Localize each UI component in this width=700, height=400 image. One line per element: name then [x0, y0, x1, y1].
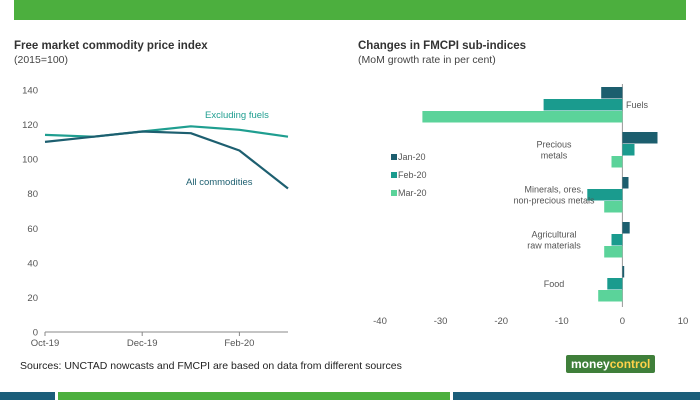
left-y-tick-label: 120: [22, 120, 38, 131]
bar-jan-20-cat-1: [622, 132, 658, 144]
logo-part-control: control: [609, 357, 651, 371]
left-y-tick-label: 0: [33, 328, 38, 339]
source-note: Sources: UNCTAD nowcasts and FMCPI are b…: [20, 360, 402, 372]
bar-mar-20-cat-0: [422, 111, 623, 123]
right-x-tick-label: -40: [373, 316, 387, 327]
right-x-tick-label: -20: [494, 316, 508, 327]
left-x-tick-label: Dec-19: [127, 338, 158, 349]
left-x-tick-label: Oct-19: [31, 338, 60, 349]
left-x-tick-label: Feb-20: [224, 338, 254, 349]
series-label-excluding-fuels: Excluding fuels: [205, 110, 269, 121]
right-x-tick-label: 10: [678, 316, 689, 327]
moneycontrol-logo: moneycontrol: [566, 355, 656, 373]
footer-bar-green: [58, 392, 450, 400]
category-label-line: non-precious metals: [513, 196, 595, 206]
left-y-tick-label: 80: [27, 189, 38, 200]
header-green-bar: [14, 0, 686, 20]
right-chart-title: Changes in FMCPI sub-indices: [358, 40, 527, 52]
category-label-line: Minerals, ores,: [524, 185, 583, 195]
category-label-line: Fuels: [626, 100, 649, 110]
logo-part-money: money: [571, 357, 610, 371]
bar-jan-20-cat-2: [622, 177, 629, 189]
series-label-all-commodities: All commodities: [186, 177, 253, 188]
legend-label-mar-20: Mar-20: [398, 188, 427, 198]
left-y-tick-label: 100: [22, 155, 38, 166]
legend-swatch-jan-20: [391, 154, 397, 160]
right-x-tick-label: -10: [555, 316, 569, 327]
category-label-line: Agricultural: [531, 230, 576, 240]
bar-mar-20-cat-2: [604, 201, 623, 213]
line-series-all-commodities: [44, 130, 289, 190]
bar-mar-20-cat-4: [598, 290, 623, 302]
left-y-tick-label: 60: [27, 224, 38, 235]
category-label-line: Food: [544, 279, 565, 289]
legend-label-feb-20: Feb-20: [398, 170, 427, 180]
left-chart-subtitle: (2015=100): [14, 54, 69, 66]
legend-swatch-feb-20: [391, 172, 397, 178]
bar-jan-20-cat-3: [622, 222, 630, 234]
header-band: [0, 0, 700, 22]
left-y-tick-label: 140: [22, 86, 38, 97]
left-chart-title: Free market commodity price index: [14, 40, 208, 52]
legend-swatch-mar-20: [391, 190, 397, 196]
line-series-excluding-fuels: [44, 125, 289, 138]
bar-jan-20-cat-0: [601, 87, 623, 99]
category-label-line: Precious: [536, 140, 572, 150]
footer-bar-blue-right: [453, 392, 700, 400]
category-label-line: raw materials: [527, 241, 581, 251]
category-label-line: metals: [541, 151, 568, 161]
left-y-tick-label: 40: [27, 258, 38, 269]
right-chart-subtitle: (MoM growth rate in per cent): [358, 54, 496, 66]
right-x-tick-label: 0: [620, 316, 625, 327]
bar-feb-20-cat-2: [587, 189, 623, 201]
legend-label-jan-20: Jan-20: [398, 152, 426, 162]
right-x-tick-label: -30: [434, 316, 448, 327]
bar-feb-20-cat-1: [622, 144, 635, 156]
bar-mar-20-cat-3: [604, 246, 623, 258]
bar-feb-20-cat-0: [543, 99, 623, 111]
bar-feb-20-cat-3: [611, 234, 623, 246]
bar-mar-20-cat-1: [611, 156, 623, 168]
bar-jan-20-cat-4: [622, 266, 625, 278]
footer-bar-blue-left: [0, 392, 55, 400]
bar-feb-20-cat-4: [607, 278, 623, 290]
left-y-tick-label: 20: [27, 293, 38, 304]
